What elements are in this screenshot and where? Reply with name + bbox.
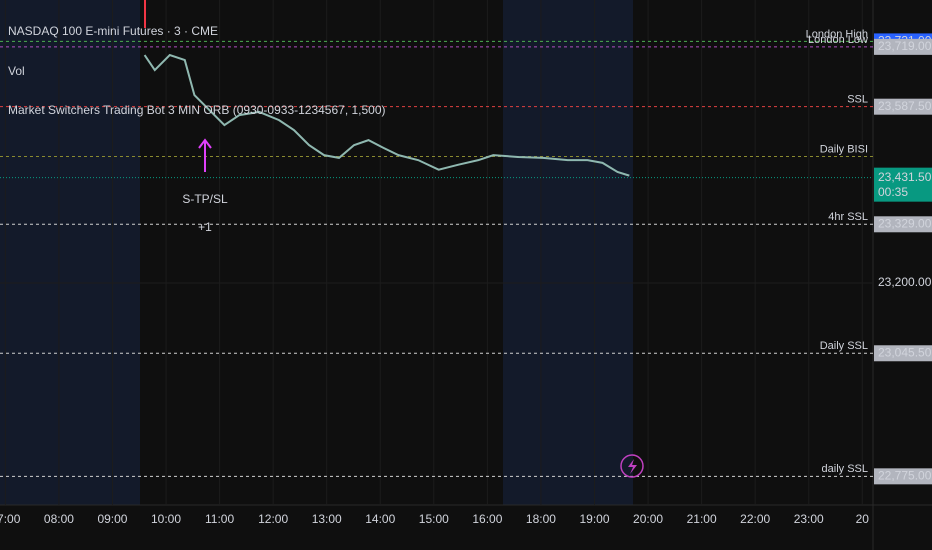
annotation: S-TP/SL	[182, 192, 228, 206]
plot	[143, 53, 630, 177]
x-tick-label: 21:00	[687, 512, 717, 526]
price-tag-label: 22,775.00	[878, 469, 932, 483]
countdown: 00:35	[878, 185, 908, 199]
price-tag-label: 23,587.50	[878, 99, 932, 113]
signal-arrow-head	[198, 138, 212, 149]
x-tick-label: 19:00	[579, 512, 609, 526]
x-tick-label: 13:00	[312, 512, 342, 526]
alert-icon[interactable]	[620, 454, 644, 478]
indicator-label: Market Switchers Trading Bot 3 MIN ORB (…	[8, 103, 386, 117]
price-tag-label: 23,329.00	[878, 216, 932, 230]
x-tick-label: 14:00	[365, 512, 395, 526]
alert-icon-bolt	[628, 459, 637, 474]
x-tick-label: 11:00	[205, 512, 234, 526]
x-tick-label: 16:00	[472, 512, 502, 526]
price-tag	[874, 468, 932, 485]
price-tag-label: 23,719.00	[878, 39, 932, 53]
price-tag	[874, 345, 932, 362]
x-tick-label: 10:00	[151, 512, 181, 526]
indicator-label: Vol	[8, 64, 25, 78]
level-label: London Low	[808, 34, 868, 46]
level-label: Daily BISI	[820, 143, 868, 155]
last-price-label: 23,431.50	[878, 170, 932, 184]
level-label: London High	[806, 28, 868, 40]
price-line	[143, 53, 630, 177]
grid	[0, 0, 873, 505]
price-tag	[874, 38, 932, 55]
x-tick-label: 15:00	[419, 512, 449, 526]
session-shade	[0, 0, 140, 505]
last-price-tag	[874, 167, 932, 202]
level-label: SSL	[847, 94, 868, 106]
price-tag-label: 23,045.50	[878, 345, 932, 359]
price-tag	[874, 216, 932, 233]
x-tick-label: 12:00	[258, 512, 288, 526]
x-tick-label: 20:00	[633, 512, 663, 526]
level-label: 4hr SSL	[828, 211, 868, 223]
level-label: Daily SSL	[820, 340, 868, 352]
x-tick-label: 23:00	[794, 512, 824, 526]
x-tick-label: 07:00	[0, 512, 21, 526]
chart-title: NASDAQ 100 E-mini Futures · 3 · CME	[8, 24, 218, 38]
level-label: daily SSL	[822, 463, 868, 475]
price-tag	[874, 98, 932, 115]
y-tick-label: 23,200.00	[878, 275, 932, 289]
price-scale: 23,200.0023,731.0023,719.0023,587.5023,3…	[874, 33, 932, 485]
session-shade	[503, 0, 633, 505]
x-tick-label: 18:00	[526, 512, 556, 526]
x-tick-label: 08:00	[44, 512, 74, 526]
annotation: +1	[198, 220, 212, 234]
x-tick-label: 09:00	[97, 512, 127, 526]
x-tick-label: 22:00	[740, 512, 770, 526]
x-tick-label: 20	[856, 512, 870, 526]
